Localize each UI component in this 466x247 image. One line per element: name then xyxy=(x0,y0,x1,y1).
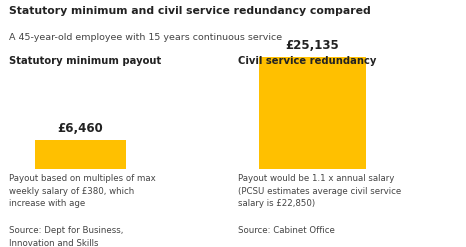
Text: £25,135: £25,135 xyxy=(285,39,339,52)
Text: Statutory minimum payout: Statutory minimum payout xyxy=(9,56,162,65)
Text: A 45-year-old employee with 15 years continuous service: A 45-year-old employee with 15 years con… xyxy=(9,33,282,42)
Text: Source: Cabinet Office: Source: Cabinet Office xyxy=(238,226,335,235)
Text: Payout would be 1.1 x annual salary
(PCSU estimates average civil service
salary: Payout would be 1.1 x annual salary (PCS… xyxy=(238,174,401,208)
Text: £6,460: £6,460 xyxy=(57,122,103,135)
Text: Source: Dept for Business,
Innovation and Skills: Source: Dept for Business, Innovation an… xyxy=(9,226,123,247)
Text: Civil service redundancy: Civil service redundancy xyxy=(238,56,376,65)
Text: Payout based on multiples of max
weekly salary of £380, which
increase with age: Payout based on multiples of max weekly … xyxy=(9,174,156,208)
Text: Statutory minimum and civil service redundancy compared: Statutory minimum and civil service redu… xyxy=(9,6,371,16)
